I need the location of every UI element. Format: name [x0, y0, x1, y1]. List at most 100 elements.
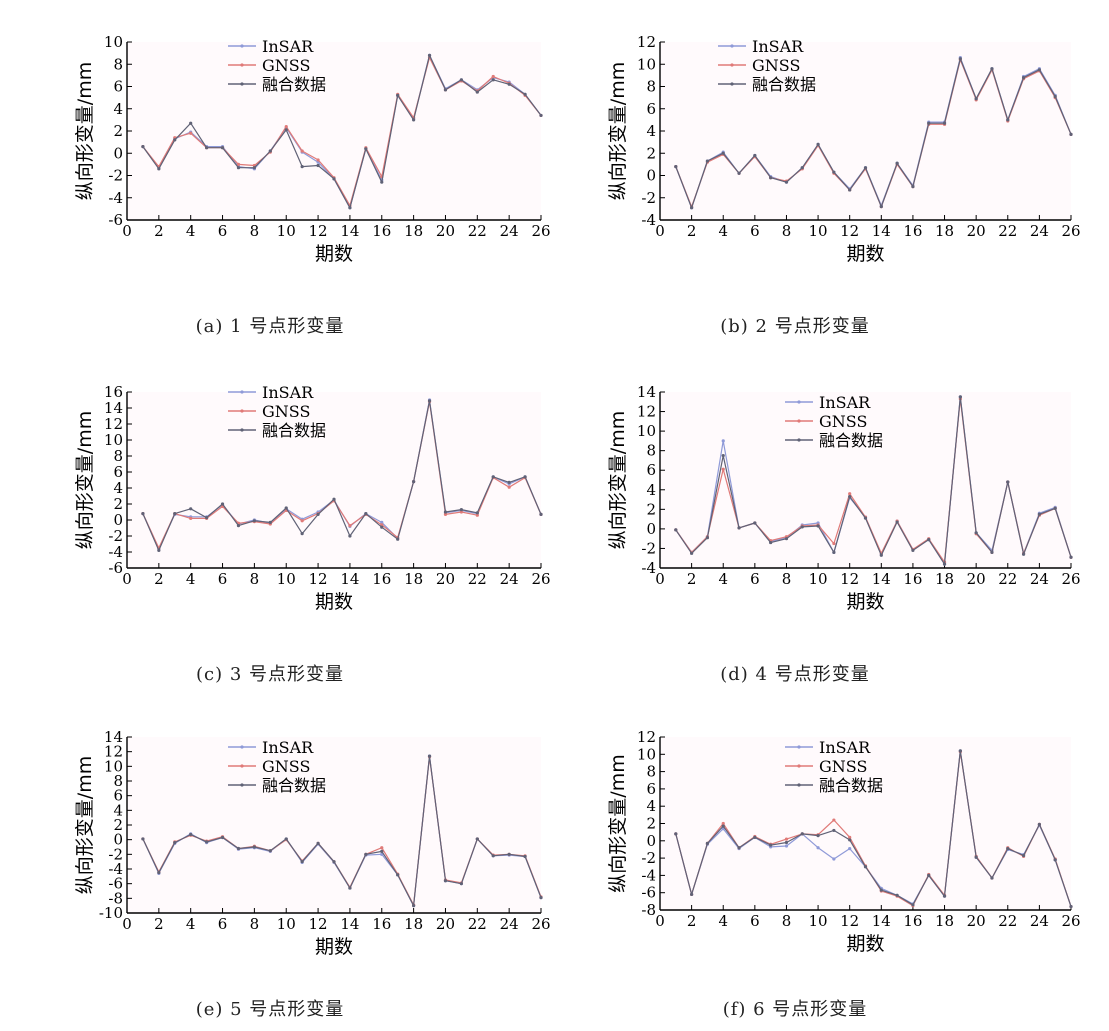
panel-caption: (e) 5 号点形变量	[195, 999, 345, 1020]
data-point-fusion	[927, 873, 931, 877]
data-point-fusion	[412, 118, 416, 122]
data-point-gnss	[189, 131, 193, 135]
data-point-fusion	[800, 525, 804, 529]
data-point-fusion	[475, 837, 479, 841]
y-tick-label: 4	[113, 479, 123, 497]
data-point-gnss	[236, 162, 241, 166]
x-tick-label: 2	[154, 915, 164, 933]
panel-caption: (c) 3 号点形变量	[195, 664, 345, 685]
data-point-fusion	[189, 507, 193, 511]
x-tick-label: 10	[809, 912, 828, 930]
data-point-fusion	[284, 506, 288, 510]
data-point-fusion	[990, 876, 994, 880]
data-point-fusion	[141, 512, 145, 516]
data-point-fusion	[1037, 68, 1041, 72]
x-tick-label: 12	[840, 912, 859, 930]
legend-label-insar: InSAR	[262, 383, 314, 402]
legend-marker-insar	[240, 745, 244, 749]
legend-marker-insar	[240, 390, 244, 394]
data-point-fusion	[539, 896, 543, 900]
data-point-fusion	[911, 185, 915, 189]
x-axis-title: 期数	[315, 243, 353, 265]
data-point-fusion	[332, 497, 336, 501]
data-point-fusion	[205, 146, 209, 150]
data-point-fusion	[927, 538, 931, 542]
y-tick-label: -8	[641, 901, 656, 919]
data-point-fusion	[284, 837, 288, 841]
x-tick-label: 10	[277, 222, 296, 240]
x-tick-label: 14	[340, 570, 359, 588]
data-point-fusion	[990, 550, 994, 554]
data-point-gnss	[784, 837, 789, 841]
y-tick-label: 10	[637, 55, 656, 73]
panel-caption: (d) 4 号点形变量	[720, 664, 870, 685]
data-point-gnss	[848, 492, 852, 496]
data-point-insar	[848, 846, 852, 851]
series-line-fusion	[675, 58, 1072, 209]
y-tick-label: 2	[646, 815, 656, 833]
x-tick-label: 4	[186, 222, 196, 240]
data-point-fusion	[173, 512, 177, 516]
legend-marker-fusion	[797, 438, 801, 442]
data-point-fusion	[800, 832, 804, 836]
x-tick-label: 4	[718, 912, 728, 930]
y-tick-label: 6	[646, 780, 656, 798]
legend-label-insar: InSAR	[262, 37, 314, 56]
data-point-fusion	[816, 834, 820, 838]
data-point-fusion	[316, 512, 320, 516]
legend-label-gnss: GNSS	[819, 412, 867, 431]
x-tick-label: 22	[468, 915, 487, 933]
legend-marker-gnss	[797, 764, 801, 768]
series-line-fusion	[142, 54, 542, 209]
x-tick-label: 24	[1030, 222, 1049, 240]
legend-marker-fusion	[240, 82, 244, 86]
data-point-fusion	[348, 206, 352, 210]
data-point-fusion	[879, 888, 883, 892]
data-point-fusion	[895, 161, 899, 165]
data-point-fusion	[205, 840, 209, 844]
x-tick-label: 0	[122, 915, 132, 933]
data-point-gnss	[348, 524, 352, 528]
data-point-gnss	[443, 512, 448, 516]
x-tick-label: 16	[372, 222, 391, 240]
legend-marker-gnss	[240, 764, 244, 768]
x-tick-label: 20	[967, 570, 986, 588]
data-point-fusion	[737, 846, 741, 850]
data-point-fusion	[753, 153, 757, 158]
data-point-gnss	[380, 523, 384, 527]
data-point-fusion	[705, 159, 710, 163]
data-point-fusion	[523, 92, 527, 96]
data-point-fusion	[268, 149, 272, 153]
y-tick-label: 8	[113, 55, 123, 73]
y-tick-label: 6	[646, 461, 656, 479]
data-point-fusion	[141, 144, 145, 149]
data-point-fusion	[412, 904, 416, 908]
data-point-insar	[784, 844, 789, 848]
x-tick-label: 24	[500, 915, 519, 933]
data-point-fusion	[974, 97, 978, 101]
data-point-fusion	[220, 502, 225, 506]
x-tick-label: 8	[250, 570, 260, 588]
data-point-fusion	[800, 166, 804, 170]
y-tick-label: 12	[637, 33, 656, 51]
y-tick-label: 6	[113, 78, 123, 96]
y-tick-label: 12	[637, 403, 656, 421]
x-tick-label: 12	[840, 222, 859, 240]
y-tick-label: 4	[646, 481, 656, 499]
x-tick-label: 20	[967, 222, 986, 240]
data-point-fusion	[173, 841, 177, 845]
legend-label-insar: InSAR	[262, 738, 314, 757]
data-point-fusion	[895, 520, 899, 524]
y-tick-label: 10	[104, 757, 123, 775]
legend-label-fusion: 融合数据	[819, 431, 883, 450]
data-point-fusion	[157, 871, 161, 875]
data-point-fusion	[141, 837, 145, 841]
data-point-fusion	[523, 475, 527, 479]
legend-label-insar: InSAR	[752, 37, 804, 56]
legend-label-gnss: GNSS	[262, 757, 310, 776]
data-point-fusion	[1021, 76, 1026, 80]
data-point-fusion	[300, 860, 304, 864]
series-line-gnss	[142, 401, 542, 549]
